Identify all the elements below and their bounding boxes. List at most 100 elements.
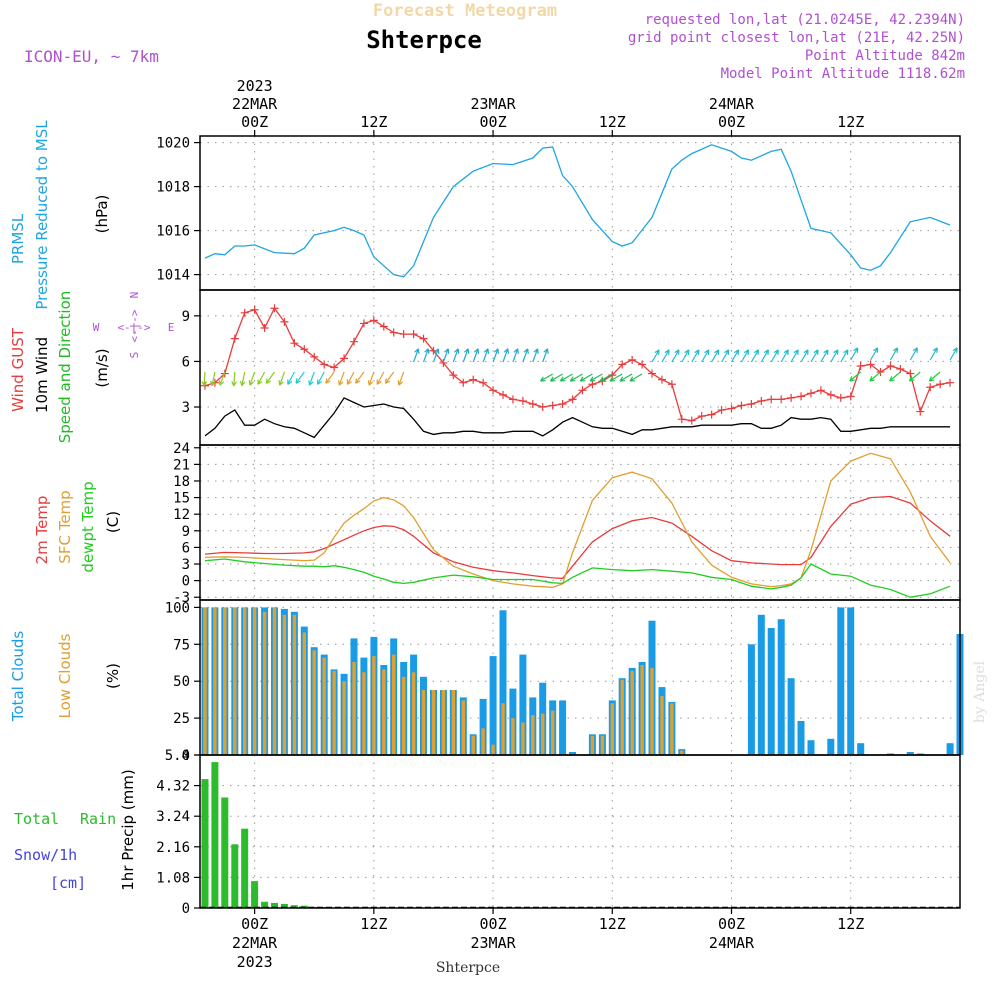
wind-arrow-head (424, 348, 430, 354)
wind-arrow (233, 371, 236, 387)
low-cloud-bar (451, 690, 455, 755)
gust-marker (638, 360, 647, 369)
total-cloud-bar (906, 752, 914, 755)
cloud-unit: (%) (104, 663, 122, 689)
wind-arrow-head (684, 349, 690, 355)
wind-arrow (599, 373, 613, 382)
gust-marker (399, 330, 408, 339)
gust-marker (479, 378, 488, 387)
y-tick-label: 6 (182, 540, 190, 556)
footer-location: Shterpce (436, 960, 500, 976)
wind-arrow (929, 347, 938, 361)
low-cloud-bar (660, 696, 664, 755)
rain-bar (261, 901, 269, 908)
gust-marker (667, 380, 676, 389)
gust-marker (250, 305, 259, 314)
wind-arrow-head (813, 349, 819, 355)
wind-arrow-head (629, 376, 636, 382)
wind-arrow (721, 349, 730, 363)
low-cloud-bar (382, 669, 386, 755)
wind-arrow (651, 349, 660, 363)
wind-arrow (619, 373, 633, 382)
wind-arrow (661, 349, 670, 363)
gust-label: Wind GUST (9, 327, 27, 412)
wind-arrow-head (325, 378, 331, 384)
temp-labels: 2m Temp SFC Temp dewpt Temp (C) (33, 481, 122, 572)
10m-wind-line (204, 397, 951, 439)
wind-arrow (432, 348, 439, 363)
wind-arrow (681, 349, 690, 363)
wind-unit: (m/s) (93, 348, 111, 387)
rain-bar (211, 762, 219, 908)
prmsl-desc: Pressure Reduced to MSL (33, 120, 51, 310)
wind-arrow (840, 349, 849, 363)
wind-arrow (265, 371, 275, 384)
wind-arrow-head (892, 347, 899, 353)
y-tick-label: 4.32 (156, 779, 190, 795)
rain-bar (251, 881, 259, 908)
wind-arrow-head (540, 376, 546, 382)
location-title: Shterpce (366, 26, 482, 54)
wind-arrow-head (928, 376, 935, 382)
wind-arrow (385, 371, 395, 384)
wind-arrow-head (694, 349, 700, 355)
bottom-tick-label: 12Z (837, 915, 864, 933)
wind-arrow-head (853, 347, 859, 353)
y-tick-label: 1020 (156, 136, 190, 152)
wind-arrow-head (295, 378, 301, 384)
wind-direction-arrows (201, 347, 958, 387)
wind-arrow (629, 373, 643, 382)
gust-marker (926, 383, 935, 392)
top-tick-label: 12Z (599, 113, 626, 131)
wind-arrow (413, 348, 419, 363)
wind-arrow-head (589, 376, 596, 382)
low-cloud-bar (372, 656, 376, 755)
gust-marker (508, 395, 517, 404)
wind-arrow (522, 348, 529, 363)
gust-marker (618, 360, 627, 369)
y-tick-label: 12 (173, 507, 190, 523)
wind-arrow (368, 371, 375, 386)
gust-marker (717, 406, 726, 415)
compass-e: E (168, 321, 175, 334)
pressure-panel: 1014 1016 1018 1020 (156, 135, 961, 291)
low-cloud-bar (590, 735, 595, 755)
bottom-year-label: 2023 (237, 953, 273, 971)
precip-labels: Total Rain Snow/1h [cm] 1hr Precip (mm) (14, 769, 137, 892)
total-cloud-bar (489, 656, 497, 755)
gust-marker (260, 323, 269, 332)
gust-marker (826, 390, 835, 399)
low-cloud-bar (233, 607, 237, 755)
pressure-labels: PRMSL Pressure Reduced to MSL (hPa) (9, 120, 111, 310)
gust-marker (628, 355, 637, 364)
total-cloud-bar (827, 738, 835, 755)
dewpt-label: dewpt Temp (79, 481, 97, 572)
y-tick-label: 15 (173, 491, 190, 507)
gust-marker (409, 330, 418, 339)
bottom-date-label: 23MAR (470, 934, 516, 952)
wind-arrow (346, 371, 355, 385)
y-tick-label: 1018 (156, 180, 190, 196)
bottom-date-label: 24MAR (709, 934, 755, 952)
wind-arrow (929, 371, 941, 382)
gust-marker (697, 412, 706, 421)
wind-arrow-head (543, 348, 549, 354)
wind-arrow-head (533, 348, 539, 354)
wind-arrow-head (257, 379, 263, 385)
y-tick-label: 18 (173, 474, 190, 490)
wind-arrow (295, 371, 305, 384)
low-cloud-bar (600, 735, 605, 755)
wind-arrow-head (218, 380, 225, 386)
y-tick-label: 0 (182, 574, 190, 590)
top-tick-label: 00Z (241, 113, 268, 131)
wind-arrow (810, 349, 819, 363)
y-tick-label: 9 (182, 524, 190, 540)
rain-bar (201, 779, 209, 908)
total-cloud-bar (857, 743, 865, 755)
wind-arrow (512, 348, 519, 363)
wind-arrow-head (346, 379, 352, 385)
total-cloud-bar (797, 721, 805, 755)
low-cloud-bar (481, 728, 485, 755)
wind-arrow (317, 371, 325, 385)
